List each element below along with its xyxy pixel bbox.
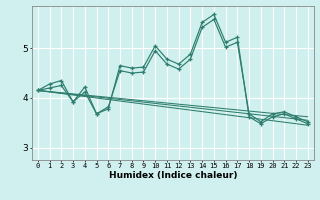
X-axis label: Humidex (Indice chaleur): Humidex (Indice chaleur) [108, 171, 237, 180]
